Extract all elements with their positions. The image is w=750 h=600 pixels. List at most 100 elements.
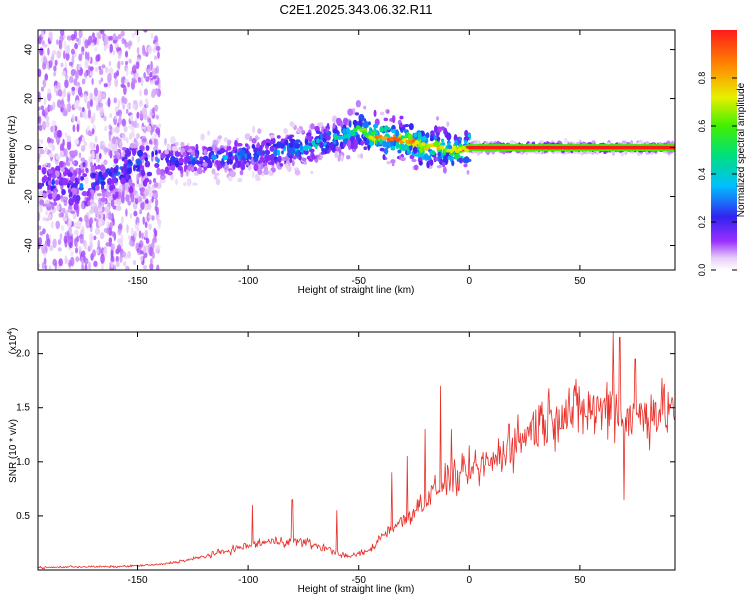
- heatmap-cell: [107, 72, 112, 83]
- heatmap-cell: [155, 114, 160, 120]
- heatmap-cell: [143, 245, 146, 254]
- heatmap-peak: [451, 145, 457, 150]
- heatmap-cell: [207, 130, 210, 136]
- heatmap-cell: [108, 237, 113, 244]
- heatmap-cell: [142, 195, 147, 200]
- heatmap-cell: [337, 155, 341, 162]
- heatmap-cell: [44, 146, 48, 154]
- heatmap-cell: [149, 71, 153, 78]
- heatmap-cell: [436, 126, 442, 133]
- heatmap-cell: [307, 136, 311, 140]
- heatmap-peak: [355, 125, 361, 130]
- heatmap-cell: [160, 172, 165, 177]
- heatmap-cell: [68, 172, 73, 177]
- heatmap-cell: [289, 121, 295, 127]
- heatmap-cell: [352, 119, 358, 126]
- heatmap-cell: [125, 60, 129, 66]
- heatmap-peak: [414, 140, 420, 145]
- snr-y-label: SNR (10 * v/v): [8, 419, 19, 483]
- heatmap-cell: [148, 214, 153, 219]
- heatmap-cell: [43, 97, 47, 106]
- heatmap-cell: [38, 106, 41, 111]
- heatmap-cell: [125, 67, 129, 77]
- heatmap-cell: [151, 150, 155, 157]
- x-tick-label: -100: [238, 276, 258, 287]
- heatmap-cell: [223, 137, 229, 143]
- heatmap-cell: [86, 197, 91, 201]
- heatmap-cell: [113, 155, 118, 159]
- heatmap-cell: [38, 153, 41, 160]
- heatmap-cell: [113, 264, 117, 270]
- heatmap-cell: [289, 147, 296, 156]
- heatmap-cell: [53, 201, 58, 207]
- heatmap-cell: [47, 180, 52, 186]
- heatmap-cell: [38, 68, 42, 78]
- spectrogram-y-axis: -40 -20 0 20 40: [24, 44, 675, 253]
- heatmap-cell: [121, 251, 127, 258]
- heatmap-cell: [285, 139, 289, 146]
- heatmap-cell: [94, 46, 98, 52]
- heatmap-cell: [187, 148, 193, 153]
- heatmap-cell: [253, 155, 259, 163]
- heatmap-cell: [231, 154, 235, 161]
- heatmap-cell: [128, 42, 131, 50]
- spectrogram-x-axis: -150 -100 -50 0 50: [128, 30, 586, 287]
- heatmap-cell: [306, 132, 312, 137]
- heatmap-cell: [149, 80, 154, 86]
- heatmap-cell: [59, 178, 64, 186]
- heatmap-cell: [391, 115, 396, 124]
- heatmap-cell: [133, 230, 137, 239]
- colorbar-tick-label: 0.2: [697, 216, 707, 229]
- heatmap-cell: [72, 124, 76, 133]
- heatmap-cell: [148, 179, 152, 185]
- heatmap-cell: [38, 211, 41, 222]
- heatmap-cell: [254, 174, 260, 179]
- heatmap-cell: [446, 132, 452, 141]
- heatmap-cell: [125, 208, 128, 217]
- heatmap-cell: [338, 146, 342, 154]
- heatmap-cell: [397, 149, 402, 154]
- heatmap-cell: [269, 145, 275, 152]
- heatmap-cell: [44, 107, 49, 116]
- heatmap-cell: [116, 47, 121, 52]
- heatmap-cell: [89, 240, 93, 251]
- heatmap-cell: [91, 128, 95, 135]
- heatmap-cell: [119, 113, 122, 119]
- heatmap-cell: [301, 157, 307, 162]
- heatmap-cell: [47, 203, 52, 207]
- heatmap-cell: [62, 216, 67, 222]
- heatmap-cell: [66, 103, 70, 110]
- heatmap-cell: [45, 120, 50, 128]
- heatmap-cell: [108, 213, 113, 221]
- heatmap-cell: [64, 148, 68, 159]
- heatmap-cell: [157, 51, 160, 60]
- heatmap-cell: [152, 67, 157, 76]
- heatmap-cell: [45, 217, 50, 222]
- heatmap-cell: [64, 132, 68, 138]
- heatmap-cell: [122, 261, 127, 267]
- heatmap-cell: [55, 155, 61, 160]
- heatmap-cell: [106, 221, 110, 229]
- heatmap-peak: [423, 146, 429, 151]
- heatmap-cell: [311, 153, 315, 160]
- heatmap-cell: [310, 170, 314, 175]
- heatmap-cell: [264, 154, 269, 162]
- heatmap-cell: [443, 166, 447, 174]
- heatmap-cell: [119, 141, 123, 149]
- heatmap-cell: [115, 111, 120, 116]
- heatmap-cell: [120, 177, 126, 185]
- heatmap-cell: [103, 34, 109, 45]
- heatmap-cell: [114, 199, 118, 205]
- heatmap-cell: [109, 113, 113, 119]
- heatmap-cell: [411, 158, 417, 163]
- heatmap-cell: [89, 232, 94, 243]
- heatmap-cell: [194, 153, 199, 157]
- heatmap-cell: [112, 205, 117, 210]
- heatmap-cell: [80, 202, 85, 210]
- heatmap-cell: [439, 159, 443, 164]
- heatmap-cell: [92, 249, 96, 257]
- heatmap-cell: [48, 244, 54, 252]
- heatmap-cell: [92, 112, 96, 122]
- heatmap-cell: [98, 102, 104, 108]
- heatmap-cell: [47, 189, 53, 194]
